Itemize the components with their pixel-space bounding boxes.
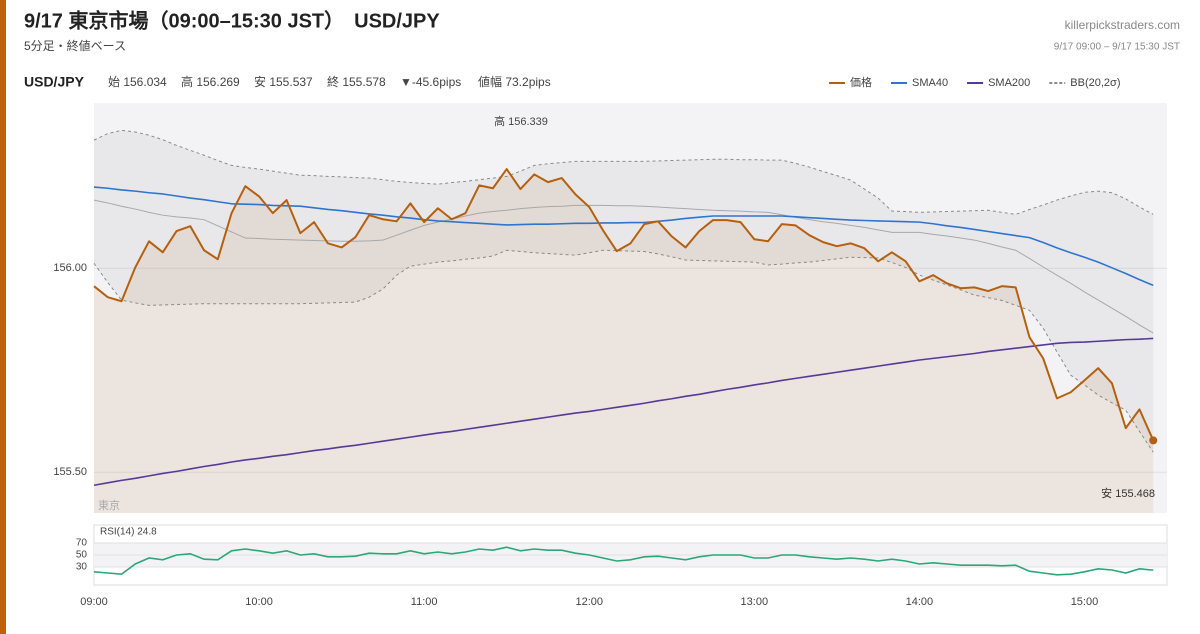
source: killerpickstraders.com [1065, 18, 1180, 32]
title: 9/17 東京市場（09:00–15:30 JST） USD/JPY [24, 8, 440, 32]
legend-label: SMA200 [988, 77, 1030, 89]
legend-label: SMA40 [912, 77, 948, 89]
legend-label: BB(20,2σ) [1070, 77, 1120, 89]
y-tick-label: 30 [76, 562, 88, 573]
y-tick-label: 70 [76, 538, 88, 549]
y-tick-label: 50 [76, 550, 88, 561]
stat: ▼-45.6pips [400, 75, 461, 89]
price-line [93, 168, 1155, 441]
close-dot [1149, 436, 1158, 445]
x-tick-label: 09:00 [80, 596, 108, 608]
stat: 値幅 73.2pips [478, 74, 551, 89]
sma-line [93, 186, 1154, 287]
rsi-title: RSI(14) 24.8 [100, 527, 157, 538]
bb-upper [93, 129, 1154, 215]
annotation: 東京 [98, 498, 120, 512]
stat: 安 155.537 [254, 74, 313, 89]
bb-fill [94, 130, 1154, 453]
x-tick-label: 14:00 [906, 596, 934, 608]
x-tick-label: 12:00 [575, 596, 603, 608]
x-tick-label: 15:00 [1071, 596, 1099, 608]
x-tick-label: 13:00 [741, 596, 769, 608]
rsi-line [93, 546, 1154, 576]
annotation: 高 156.339 [494, 114, 548, 128]
bb-middle [93, 199, 1154, 334]
subtitle: 5分足・終値ベース [24, 38, 126, 53]
stat: 終 155.578 [327, 74, 386, 89]
stat: 始 156.034 [108, 75, 167, 89]
y-tick-label: 156.00 [53, 262, 87, 274]
annotation: 安 155.468 [1101, 486, 1155, 500]
x-tick-label: 10:00 [245, 596, 273, 608]
legend-label: 価格 [850, 75, 872, 89]
accent-stripe [0, 0, 6, 634]
time-range: 9/17 09:00 – 9/17 15:30 JST [1054, 42, 1180, 53]
sma-line [93, 337, 1154, 487]
x-tick-label: 11:00 [411, 596, 438, 608]
bb-lower [93, 249, 1154, 453]
stat: 高 156.269 [181, 74, 240, 89]
pair: USD/JPY [24, 74, 85, 90]
y-tick-label: 155.50 [53, 466, 87, 478]
